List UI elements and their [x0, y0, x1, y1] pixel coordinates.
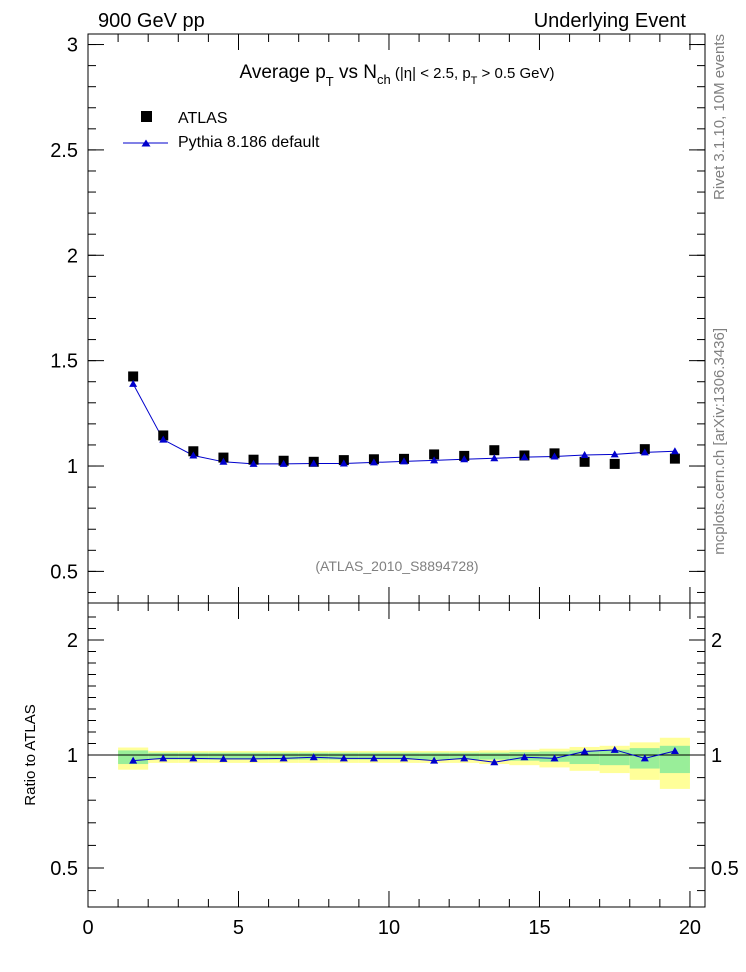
atlas-point [489, 445, 500, 456]
mc-point [460, 455, 469, 463]
atlas-point [158, 430, 169, 441]
xtick-label: 20 [679, 917, 701, 939]
mc-point [490, 454, 499, 462]
header-right: Underlying Event [534, 10, 687, 32]
ratio-mc-point [490, 758, 499, 766]
xtick-label: 0 [82, 917, 93, 939]
mc-point [369, 458, 378, 466]
ratio-ytick-label: 2 [67, 630, 78, 652]
band-inner [569, 750, 600, 765]
ratio-mc-point [189, 754, 198, 762]
atlas-point [128, 371, 139, 382]
ratio-mc-point [460, 754, 469, 762]
ratio-mc-point [279, 754, 288, 762]
mc-point [189, 451, 198, 459]
ratio-mc-point [610, 745, 619, 753]
header-left: 900 GeV pp [98, 10, 205, 32]
ratio-ytick-label: 0.5 [50, 858, 78, 880]
ratio-mc-point [400, 754, 409, 762]
ratio-mc-point [550, 754, 559, 762]
mc-point [670, 447, 679, 455]
title-cond-b: > 0.5 GeV) [477, 65, 554, 82]
band-inner [599, 749, 630, 766]
legend-mc-marker [141, 139, 151, 147]
main-ytick-label: 2 [67, 245, 78, 267]
legend: ATLAS Pythia 8.186 default [123, 110, 320, 151]
mc-point [550, 452, 559, 460]
mc-point [610, 450, 619, 458]
title-avg: Average p [239, 62, 325, 83]
mc-point [309, 459, 318, 467]
ratio-mc-point [640, 754, 649, 762]
ratio-mc-point [670, 746, 679, 754]
mc-point [159, 435, 168, 443]
title-sub-t2: T [471, 75, 478, 87]
ratio-mc-point [369, 754, 378, 762]
atlas-point [429, 449, 440, 460]
ratio-ytick-label-right: 0.5 [711, 858, 739, 880]
ratio-ytick-label-right: 2 [711, 630, 722, 652]
main-ytick-label: 0.5 [50, 561, 78, 583]
mc-point [520, 453, 529, 461]
ratio-plot: 0.5 0.51 12 20 5 10 15 20 Ratio to ATLAS [22, 602, 739, 939]
main-ticks: 0.5 1 1.5 2 2.5 3 [50, 34, 705, 603]
mc-point [640, 448, 649, 456]
legend-mc-label: Pythia 8.186 default [178, 134, 320, 151]
ratio-mc-point [309, 753, 318, 761]
main-ytick-label: 2.5 [50, 140, 78, 162]
mc-point [249, 459, 258, 467]
mc-point [339, 459, 348, 467]
ratio-mc-point [159, 754, 168, 762]
title-vs: vs N [334, 62, 377, 83]
ratio-plot-frame [87, 602, 706, 908]
mc-point [129, 379, 138, 387]
mcplots-label: mcplots.cern.ch [arXiv:1306.3436] [711, 328, 728, 555]
ratio-bands [118, 737, 690, 789]
atlas-point [609, 458, 620, 469]
main-ytick-label: 1.5 [50, 351, 78, 373]
atlas-point [669, 453, 680, 464]
main-plot: 0.511.522.53 Average pT vs Nch (|η| < 2.… [50, 33, 706, 604]
atlas-point [248, 454, 259, 465]
ratio-ytick-label: 1 [67, 745, 78, 767]
legend-data-label: ATLAS [178, 110, 228, 127]
mc-point [219, 457, 228, 465]
ratio-mc-point [580, 747, 589, 755]
ratio-mc-point [430, 756, 439, 764]
title-cond-a: (|η| < 2.5, p [391, 65, 471, 82]
ratio-mc-point [339, 754, 348, 762]
ratio-mc-point [520, 753, 529, 761]
ratio-mc-point [219, 754, 228, 762]
xtick-label: 10 [378, 917, 400, 939]
main-ytick-label: 1 [67, 456, 78, 478]
atlas-point [188, 446, 199, 457]
legend-data-marker [141, 111, 152, 122]
ratio-mc-point [129, 756, 138, 764]
band-inner [479, 752, 510, 760]
title-sub-ch: ch [377, 72, 391, 87]
xtick-label: 15 [528, 917, 550, 939]
mc-point [400, 457, 409, 465]
atlas-point [218, 452, 229, 463]
mc-point [279, 459, 288, 467]
xtick-label: 5 [233, 917, 244, 939]
mc-point [580, 451, 589, 459]
title-sub-t: T [326, 74, 334, 89]
ratio-ytick-label-right: 1 [711, 745, 722, 767]
ratio-mc-point [249, 754, 258, 762]
main-data [128, 371, 680, 469]
main-ytick-label: 3 [67, 35, 78, 57]
main-title: Average pT vs Nch (|η| < 2.5, pT > 0.5 G… [239, 62, 554, 89]
mc-point [430, 456, 439, 464]
atlas-point [579, 456, 590, 467]
mc-line [132, 383, 675, 465]
analysis-watermark: (ATLAS_2010_S8894728) [315, 558, 478, 574]
ratio-data [129, 745, 679, 766]
band-inner [419, 752, 450, 760]
rivet-label: Rivet 3.1.10, 10M events [711, 34, 728, 200]
ratio-ylabel: Ratio to ATLAS [22, 704, 39, 805]
